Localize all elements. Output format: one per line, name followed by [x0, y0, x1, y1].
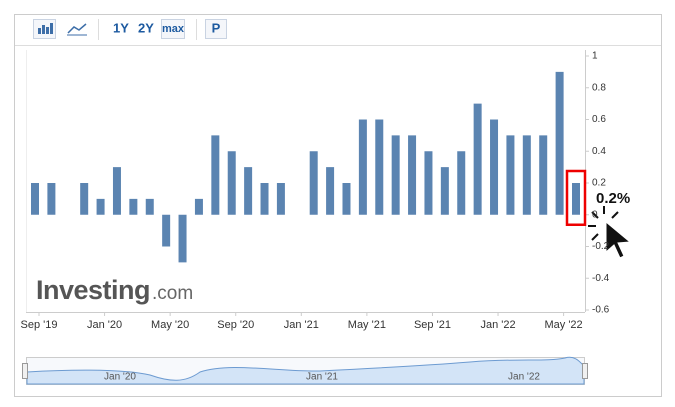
bar [129, 198, 138, 215]
bar [80, 183, 89, 215]
line-chart-button[interactable] [67, 23, 87, 36]
button-box [161, 19, 185, 39]
x-tick-label: Sep '21 [414, 319, 451, 331]
icon [42, 25, 45, 34]
icon [67, 23, 87, 34]
navigator-label: Jan '20 [104, 372, 136, 383]
bar [309, 151, 318, 215]
x-tick-label: Jan '20 [87, 319, 122, 331]
bar [457, 151, 466, 215]
bar [358, 119, 367, 215]
bar [440, 167, 449, 215]
cursor-icon [588, 206, 632, 259]
bar [539, 135, 548, 215]
bar [408, 135, 417, 215]
y-tick-label: -0.6 [592, 305, 610, 316]
navigator-handle[interactable] [582, 363, 588, 379]
brand: Investing [36, 275, 150, 305]
y-tick-label: -0.2 [592, 241, 610, 252]
bar [145, 198, 154, 215]
navigator-handle[interactable] [22, 363, 28, 379]
highlight-box [565, 169, 587, 226]
range-button[interactable]: max [162, 23, 185, 35]
icon [46, 27, 49, 34]
x-tick-label: May '20 [151, 319, 189, 331]
brand-suffix: .com [152, 283, 193, 304]
range-button[interactable]: 1Y [113, 20, 129, 35]
x-tick-label: Sep '20 [217, 319, 254, 331]
x-tick-label: May '21 [348, 319, 386, 331]
button-box [205, 19, 227, 39]
bar [112, 167, 121, 215]
frame [14, 14, 662, 397]
bar [506, 135, 515, 215]
bar [555, 71, 564, 215]
cursor [605, 220, 632, 259]
bar [194, 198, 203, 215]
bar [211, 135, 220, 215]
sparkle [591, 233, 599, 241]
p-button[interactable]: P [212, 20, 221, 35]
x-tick-label: Sep '19 [21, 319, 58, 331]
icon [50, 23, 53, 34]
value-label: 0.2% [596, 190, 630, 207]
y-tick-label: 0.2 [592, 178, 606, 189]
bar [326, 167, 335, 215]
icon [38, 28, 41, 34]
bar [31, 183, 39, 215]
bar [178, 214, 187, 263]
bar [260, 183, 269, 215]
bar [162, 214, 171, 247]
navigator-label: Jan '21 [306, 372, 338, 383]
bar-chart-button[interactable] [33, 19, 56, 39]
bar [244, 167, 253, 215]
sparkle [591, 211, 599, 219]
y-tick-label: 0.6 [592, 114, 606, 125]
bar [572, 183, 580, 215]
navigator-label: Jan '22 [508, 372, 540, 383]
bar [342, 183, 351, 215]
bar [96, 198, 105, 215]
navigator-series [26, 356, 585, 385]
bar [490, 119, 499, 215]
bar [375, 119, 384, 215]
bar [227, 151, 236, 215]
x-tick-label: Jan '21 [284, 319, 319, 331]
y-tick-label: 1 [592, 51, 598, 62]
y-tick-label: -0.4 [592, 273, 610, 284]
range-button[interactable]: 2Y [138, 20, 154, 35]
bar [424, 151, 433, 215]
y-tick-label: 0 [592, 209, 598, 220]
x-tick-label: May '22 [545, 319, 583, 331]
x-tick-label: Jan '22 [480, 319, 515, 331]
sparkle [611, 211, 619, 219]
bar [47, 183, 56, 215]
bar [276, 183, 285, 215]
bar [473, 103, 482, 215]
bar [391, 135, 400, 215]
bar [522, 135, 531, 215]
y-tick-label: 0.4 [592, 146, 606, 157]
y-tick-label: 0.8 [592, 82, 606, 93]
